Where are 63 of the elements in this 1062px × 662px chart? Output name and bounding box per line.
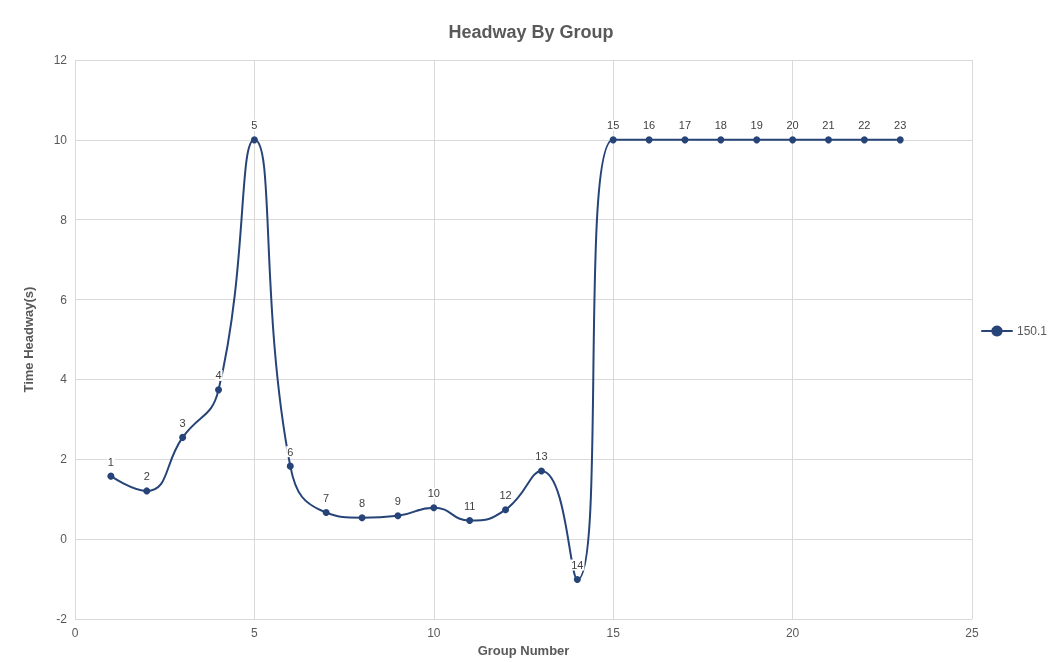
point (609, 136, 617, 144)
annotation: 5 (251, 119, 258, 132)
annotation: 21 (822, 119, 835, 132)
annotation: 19 (750, 119, 763, 132)
annotation: 15 (607, 119, 620, 132)
annotation: 14 (571, 559, 584, 572)
annotation: 16 (642, 119, 656, 132)
legend-label: 150.1 (1016, 324, 1048, 338)
point (860, 136, 868, 144)
annotation: 12 (499, 489, 512, 502)
annotation: 3 (179, 416, 186, 429)
x-tick-label: 10 (427, 626, 441, 641)
x-tick-label: 5 (251, 626, 259, 641)
point (717, 136, 725, 144)
annotation: 18 (714, 119, 727, 132)
annotation: 8 (358, 497, 366, 510)
y-tick-label: 0 (60, 532, 68, 547)
point (430, 504, 438, 512)
annotation: 9 (394, 495, 401, 508)
x-axis-title: Group Number (477, 643, 570, 658)
point (645, 136, 653, 144)
y-tick-label: 4 (60, 372, 68, 387)
annotation: 20 (786, 119, 799, 132)
y-tick-label: -2 (56, 612, 68, 627)
y-tick-label: 2 (60, 452, 68, 467)
point (537, 467, 545, 475)
annotation: 17 (678, 119, 692, 132)
point (896, 136, 904, 144)
annotation: 23 (894, 119, 907, 132)
annotation: 11 (463, 499, 476, 512)
x-tick-label: 25 (965, 626, 979, 641)
annotation: 2 (143, 470, 150, 483)
point (143, 487, 151, 495)
point (394, 512, 402, 520)
point (466, 516, 474, 524)
y-tick-label: 8 (60, 212, 68, 227)
point (573, 576, 581, 584)
point (824, 136, 832, 144)
y-tick-label: 12 (53, 53, 68, 67)
y-axis-title: Time Headway(s) (21, 286, 36, 393)
annotation: 4 (215, 369, 222, 382)
x-tick-label: 15 (606, 626, 621, 641)
point (179, 433, 187, 441)
point (358, 514, 366, 522)
annotation: 1 (107, 455, 114, 468)
point (250, 136, 258, 144)
y-tick-label: 10 (53, 132, 68, 147)
annotation: 6 (287, 445, 294, 458)
x-tick-label: 20 (785, 626, 800, 641)
point (107, 472, 115, 480)
annotation: 22 (858, 119, 871, 132)
x-tick-label: 0 (71, 626, 79, 641)
point (502, 506, 510, 514)
point (789, 136, 797, 144)
point (322, 508, 330, 516)
point (215, 386, 223, 394)
annotation: 13 (535, 450, 548, 463)
y-tick-label: 6 (60, 292, 68, 307)
annotation: 10 (427, 487, 440, 500)
chart-title: Headway By Group (448, 22, 614, 42)
annotation: 7 (323, 491, 330, 504)
point (286, 462, 294, 470)
point (753, 136, 761, 144)
